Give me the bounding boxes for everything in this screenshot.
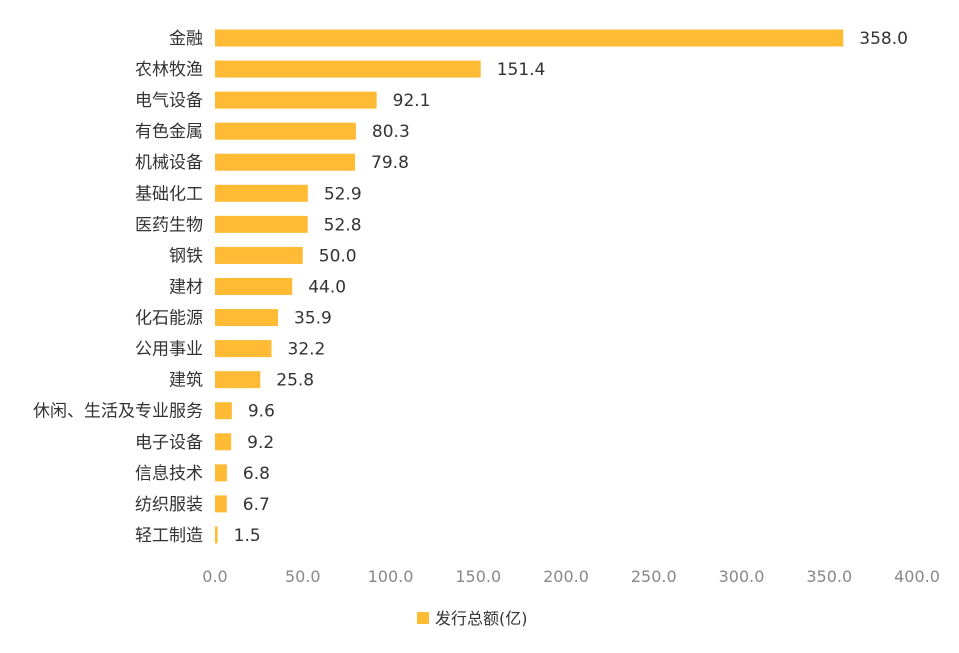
- value-label: 50.0: [319, 246, 357, 266]
- value-label: 6.7: [243, 495, 270, 515]
- legend: 发行总额(亿): [417, 609, 528, 628]
- category-label: 化石能源: [135, 309, 203, 329]
- value-label: 358.0: [859, 29, 908, 49]
- category-label: 基础化工: [135, 184, 203, 204]
- category-label: 电子设备: [135, 433, 203, 453]
- category-label: 公用事业: [135, 340, 203, 360]
- value-label: 44.0: [308, 277, 346, 297]
- bar: [215, 122, 356, 140]
- x-tick-label: 200.0: [543, 567, 589, 586]
- category-label: 休闲、生活及专业服务: [33, 402, 203, 422]
- value-label: 35.9: [294, 309, 332, 329]
- bar: [215, 277, 293, 295]
- bar: [215, 464, 227, 482]
- bar: [215, 526, 218, 544]
- bar: [215, 340, 272, 358]
- bar: [215, 433, 232, 451]
- bar: [215, 153, 356, 171]
- value-label: 80.3: [372, 122, 410, 142]
- category-label: 钢铁: [169, 246, 203, 266]
- category-labels: 金融农林牧渔电气设备有色金属机械设备基础化工医药生物钢铁建材化石能源公用事业建筑…: [33, 29, 203, 546]
- category-label: 有色金属: [135, 122, 203, 142]
- value-label: 1.5: [234, 526, 261, 546]
- x-tick-label: 100.0: [368, 567, 414, 586]
- bar: [215, 309, 278, 327]
- category-label: 医药生物: [135, 215, 203, 235]
- category-label: 轻工制造: [135, 526, 203, 546]
- x-tick-label: 0.0: [202, 567, 227, 586]
- x-tick-label: 300.0: [719, 567, 765, 586]
- value-labels: 358.0 151.4 92.1 80.3 79.8 52.9 52.8 50.0 44.0 35…: [234, 29, 908, 546]
- bar: [215, 246, 303, 264]
- category-label: 建材: [169, 277, 203, 297]
- value-label: 151.4: [497, 60, 546, 80]
- bar: [215, 29, 844, 47]
- value-label: 52.9: [324, 184, 362, 204]
- x-tick-label: 400.0: [894, 567, 940, 586]
- category-label: 农林牧渔: [135, 60, 203, 80]
- bar: [215, 402, 232, 420]
- legend-swatch: [417, 612, 429, 624]
- category-label: 机械设备: [135, 153, 203, 173]
- category-label: 信息技术: [135, 464, 203, 484]
- value-label: 25.8: [276, 371, 314, 391]
- x-tick-label: 50.0: [285, 567, 321, 586]
- x-tick-label: 250.0: [631, 567, 677, 586]
- bar: [215, 60, 481, 78]
- value-label: 52.8: [324, 215, 362, 235]
- bars-layer: [215, 29, 844, 544]
- bar: [215, 184, 308, 202]
- x-tick-label: 350.0: [806, 567, 852, 586]
- bar: [215, 91, 377, 109]
- category-label: 纺织服装: [135, 495, 203, 515]
- x-axis-ticks: 0.0 50.0 100.0 150.0 200.0 250.0 300.0 350.0 400…: [202, 567, 940, 586]
- bar: [215, 371, 261, 389]
- legend-label: 发行总额(亿): [435, 609, 528, 628]
- value-label: 92.1: [393, 91, 431, 111]
- value-label: 6.8: [243, 464, 270, 484]
- category-label: 建筑: [169, 371, 203, 391]
- category-label: 电气设备: [135, 91, 203, 111]
- category-label: 金融: [169, 29, 203, 49]
- x-tick-label: 150.0: [455, 567, 501, 586]
- value-label: 9.2: [247, 433, 274, 453]
- bar: [215, 215, 308, 233]
- value-label: 32.2: [288, 340, 326, 360]
- value-label: 79.8: [371, 153, 409, 173]
- value-label: 9.6: [248, 402, 275, 422]
- bar: [215, 495, 227, 513]
